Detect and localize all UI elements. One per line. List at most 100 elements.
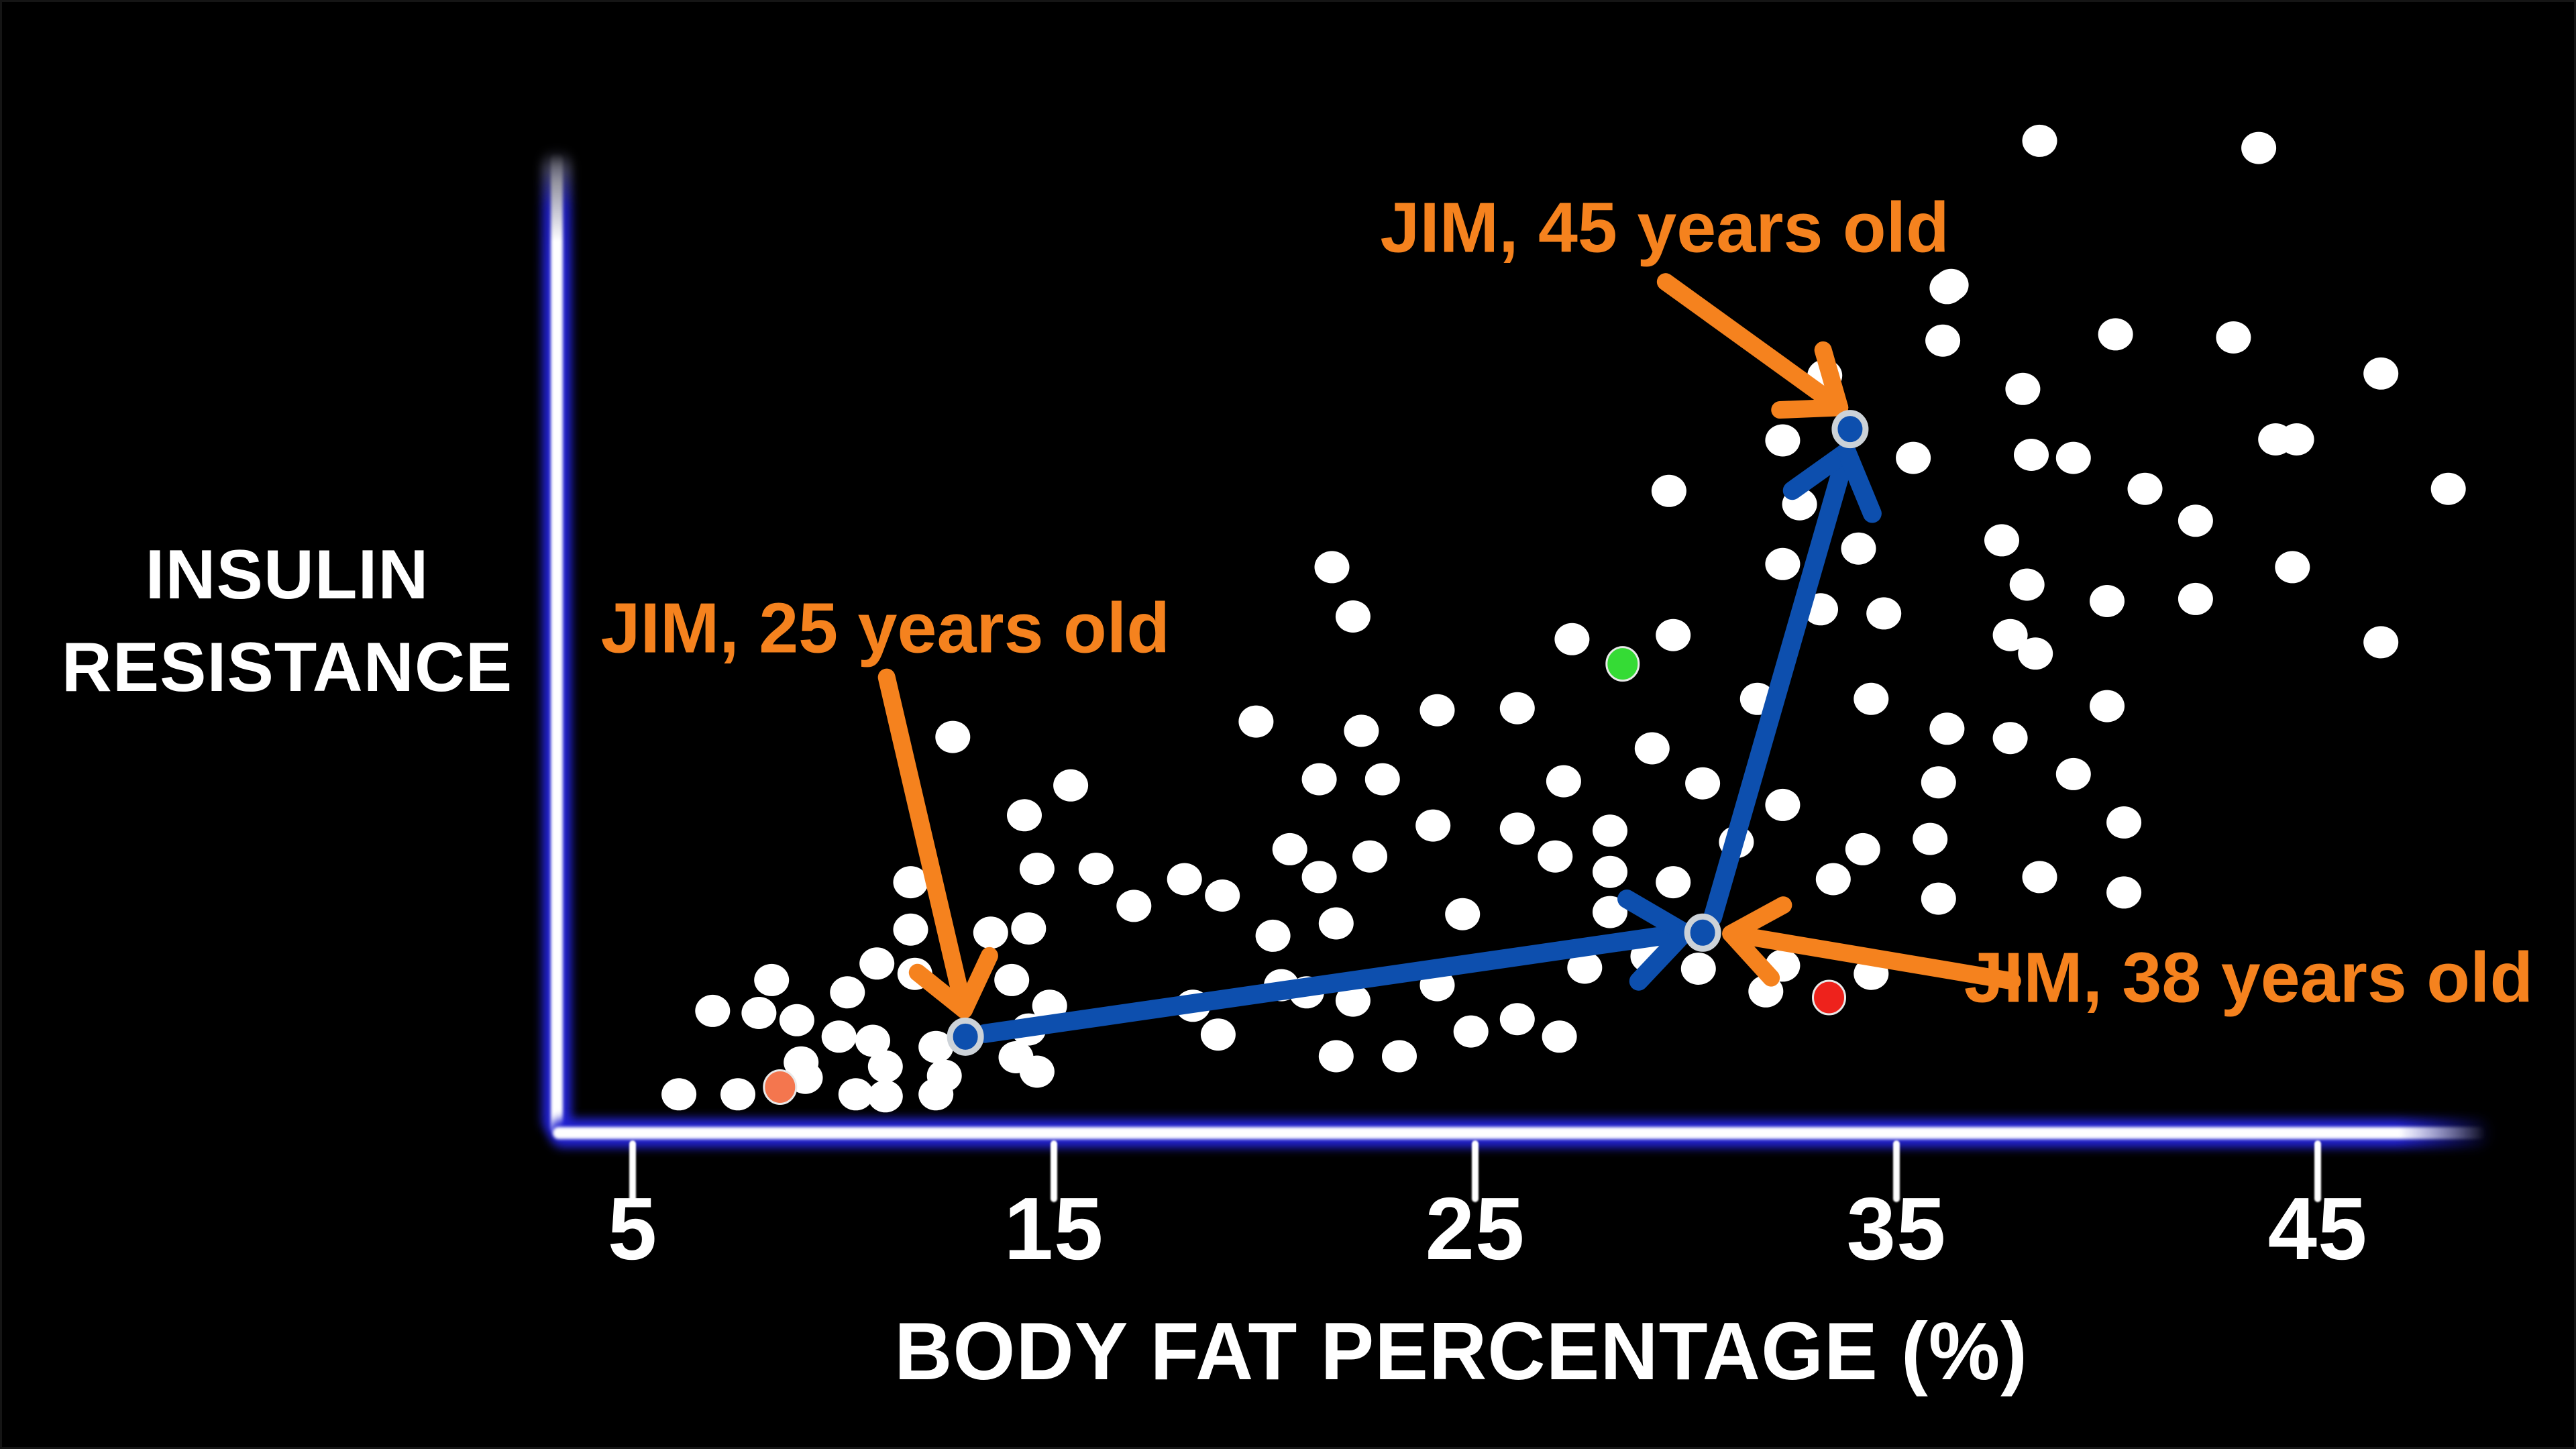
scatter-dot [830,976,865,1009]
red-point [1812,979,1847,1016]
arrow-head [1629,923,1695,991]
scatter-dot [1007,799,1042,832]
scatter-dot [859,947,895,980]
scatter-dot [1765,547,1801,580]
scatter-dot [1656,619,1691,651]
scatter-dot [1200,1018,1236,1051]
annotation-jim-25: JIM, 25 years old [600,588,1171,668]
scatter-dot [918,1030,954,1063]
arrow-shaft [1656,273,1845,414]
scatter-dot [1841,532,1876,565]
scatter-dot [1011,912,1046,945]
scatter-dot [1499,812,1535,845]
scatter-dot [918,1078,954,1111]
x-tick-label: 45 [2267,1179,2368,1278]
x-tick-label: 35 [1846,1179,1947,1278]
scatter-dot [1845,833,1880,865]
scatter-dot [1925,324,1961,357]
scatter-dot [935,720,971,753]
arrow-shaft [975,924,1690,1043]
scatter-dot [1685,767,1721,800]
scatter-dot [2022,861,2057,894]
scatter-dot [1554,623,1590,655]
scatter-dot [779,1004,814,1036]
scatter-dot [1499,692,1535,724]
scatter-dot [1272,833,1307,865]
scatter-dot [1680,953,1716,985]
scatter-dot [1344,714,1379,747]
scatter-dot [1019,853,1055,885]
scatter-dot [1335,984,1371,1017]
scatter-dot [2106,806,2142,839]
scatter-dot [741,997,777,1029]
scatter-dot [1866,597,1902,630]
scatter-dot [1921,766,1956,799]
scatter-dot [2275,551,2310,584]
arrow-head [1837,442,1882,523]
y-axis-title-line2: RESISTANCE [61,629,513,707]
scatter-dot [1593,814,1627,847]
scatter-dot [1913,822,1948,855]
scatter-dot [1453,1015,1489,1048]
x-tick [1051,1140,1057,1202]
scatter-dot [1314,551,1350,584]
scatter-dot [1419,694,1455,727]
scatter-dot [1335,600,1371,633]
scatter-dot [2014,439,2049,471]
scatter-dot [2363,357,2399,390]
scatter-dot [2090,690,2125,722]
scatter-dot [1854,682,1889,715]
arrow-head [1771,398,1849,419]
scatter-dot [720,1078,755,1111]
scatter-dot [2090,585,2125,617]
arrow-head [1617,890,1695,943]
scatter-dot [1634,732,1670,765]
scatter-dot [2018,637,2053,670]
x-tick-label: 25 [1425,1179,1525,1278]
scatter-dot [2098,318,2133,351]
arrow-shaft [877,668,972,1015]
scatter-dot [2178,582,2213,615]
jim25-dot [947,1017,984,1056]
scatter-dot [1301,763,1337,796]
scatter-dot [2127,472,2163,505]
scatter-dot [1929,272,1965,305]
annotation-jim-38: JIM, 38 years old [1964,938,2534,1018]
scatter-dot [1992,619,2028,651]
x-tick [629,1140,636,1202]
scatter-dot [2022,124,2057,157]
scatter-dot [973,916,1008,949]
arrow-shaft [1726,925,2021,990]
scatter-dot [1116,890,1152,922]
scatter-dot [2106,876,2142,909]
arrow-shaft [1703,446,1856,927]
scatter-dot [1765,788,1801,821]
scatter-dot [893,866,928,899]
y-axis-title: INSULIN RESISTANCE [19,529,555,714]
x-tick [1472,1140,1479,1202]
scatter-dot [1382,1040,1417,1073]
scatter-dot [1929,712,1965,745]
x-tick [1893,1140,1900,1202]
scatter-dot [1896,441,1931,474]
y-axis-line [551,153,563,1134]
scatter-dot [661,1078,697,1111]
scatter-dot [994,963,1030,996]
scatter-dot [1656,866,1691,899]
annotation-jim-45: JIM, 45 years old [1380,188,1949,268]
scatter-dot [1815,863,1851,896]
jim38-dot [1684,913,1721,952]
scatter-dot [2009,568,2045,601]
scatter-dot [1255,919,1291,952]
x-axis-title: BODY FAT PERCENTAGE (%) [894,1305,2028,1397]
x-tick-label: 15 [1004,1179,1104,1278]
scatter-dot [1499,1003,1535,1036]
scatter-dot [1167,863,1202,896]
scatter-dot [838,1078,873,1111]
orange-point [763,1069,798,1106]
arrow-head [908,963,973,1019]
scatter-dot [867,1080,903,1113]
arrow-head [1814,341,1849,417]
scatter-dot [1765,424,1801,457]
